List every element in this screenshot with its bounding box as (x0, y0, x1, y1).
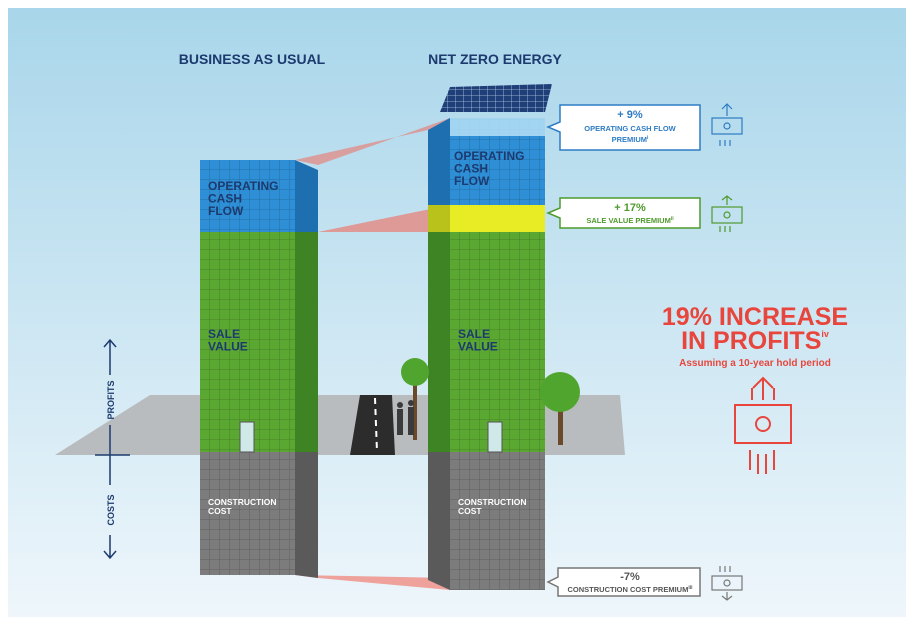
callout-figure: + 9% (617, 109, 643, 121)
right-building (428, 84, 552, 590)
left-building (200, 160, 318, 578)
callout-text: OPERATING CASH FLOW (584, 124, 676, 133)
road-line (374, 397, 378, 453)
building-label: VALUE (208, 340, 248, 354)
icons (711, 103, 792, 601)
solar-panel (440, 84, 552, 112)
callout-text: PREMIUMi (612, 135, 649, 144)
heading: BUSINESS AS USUAL (179, 51, 326, 67)
axis-label: COSTS (106, 494, 116, 525)
callout: -7% CONSTRUCTION COST PREMIUMiii (546, 567, 701, 597)
axis (95, 338, 130, 560)
beam (295, 118, 450, 165)
building-label: FLOW (208, 204, 244, 218)
building-label: CONSTRUCTION (458, 497, 526, 507)
building-label: SALE (458, 327, 490, 341)
callout-text: SALE VALUE PREMIUMii (586, 216, 674, 225)
headline-subtitle: Assuming a 10-year hold period (679, 358, 831, 369)
callout: + 17% SALE VALUE PREMIUMii (546, 197, 701, 229)
callout-text: CONSTRUCTION COST PREMIUMiii (567, 585, 693, 594)
beam (295, 575, 450, 590)
people (397, 400, 414, 435)
building-label: CONSTRUCTION (208, 497, 276, 507)
beam (295, 205, 450, 232)
callout: + 9% OPERATING CASH FLOW PREMIUMi (546, 104, 701, 151)
headline: IN PROFITSiv (681, 327, 829, 355)
building-label: COST (208, 506, 232, 516)
building-label: VALUE (458, 340, 498, 354)
building-label: OPERATING (454, 149, 524, 163)
heading: NET ZERO ENERGY (428, 51, 562, 67)
road (350, 395, 395, 455)
trees (401, 358, 580, 445)
building-label: CASH (454, 162, 488, 176)
callout-figure: -7% (620, 571, 640, 583)
axis-label: PROFITS (106, 380, 116, 419)
building-label: FLOW (454, 174, 490, 188)
callout-figure: + 17% (614, 202, 646, 214)
building-label: SALE (208, 327, 240, 341)
building-label: COST (458, 506, 482, 516)
headline: 19% INCREASE (662, 303, 848, 331)
building-label: CASH (208, 192, 242, 206)
building-label: OPERATING (208, 179, 278, 193)
